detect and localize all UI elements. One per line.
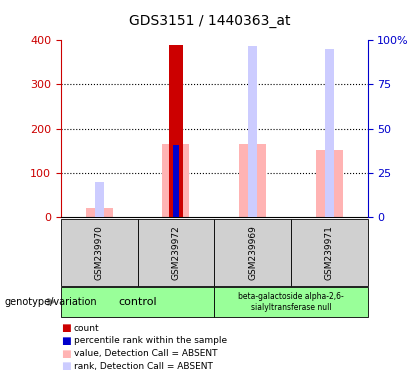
- Bar: [248, 46, 257, 217]
- Bar: [239, 144, 266, 217]
- Text: percentile rank within the sample: percentile rank within the sample: [74, 336, 227, 346]
- Text: count: count: [74, 324, 99, 333]
- Text: ■: ■: [61, 323, 71, 333]
- Text: genotype/variation: genotype/variation: [4, 297, 97, 307]
- Text: value, Detection Call = ABSENT: value, Detection Call = ABSENT: [74, 349, 217, 358]
- Text: GSM239969: GSM239969: [248, 225, 257, 280]
- Text: beta-galactoside alpha-2,6-
sialyltransferase null: beta-galactoside alpha-2,6- sialyltransf…: [238, 292, 344, 311]
- Text: ■: ■: [61, 361, 71, 371]
- Bar: [86, 208, 113, 217]
- Bar: [163, 144, 189, 217]
- Bar: [94, 182, 104, 217]
- Text: GDS3151 / 1440363_at: GDS3151 / 1440363_at: [129, 14, 291, 28]
- Bar: [169, 45, 183, 217]
- Bar: [316, 150, 343, 217]
- Text: control: control: [118, 297, 157, 307]
- Text: GSM239971: GSM239971: [325, 225, 333, 280]
- Bar: [325, 49, 334, 217]
- Text: GSM239970: GSM239970: [95, 225, 104, 280]
- Text: ■: ■: [61, 336, 71, 346]
- Text: rank, Detection Call = ABSENT: rank, Detection Call = ABSENT: [74, 362, 213, 371]
- Bar: [173, 145, 179, 217]
- Text: GSM239972: GSM239972: [171, 225, 180, 280]
- Text: ■: ■: [61, 349, 71, 359]
